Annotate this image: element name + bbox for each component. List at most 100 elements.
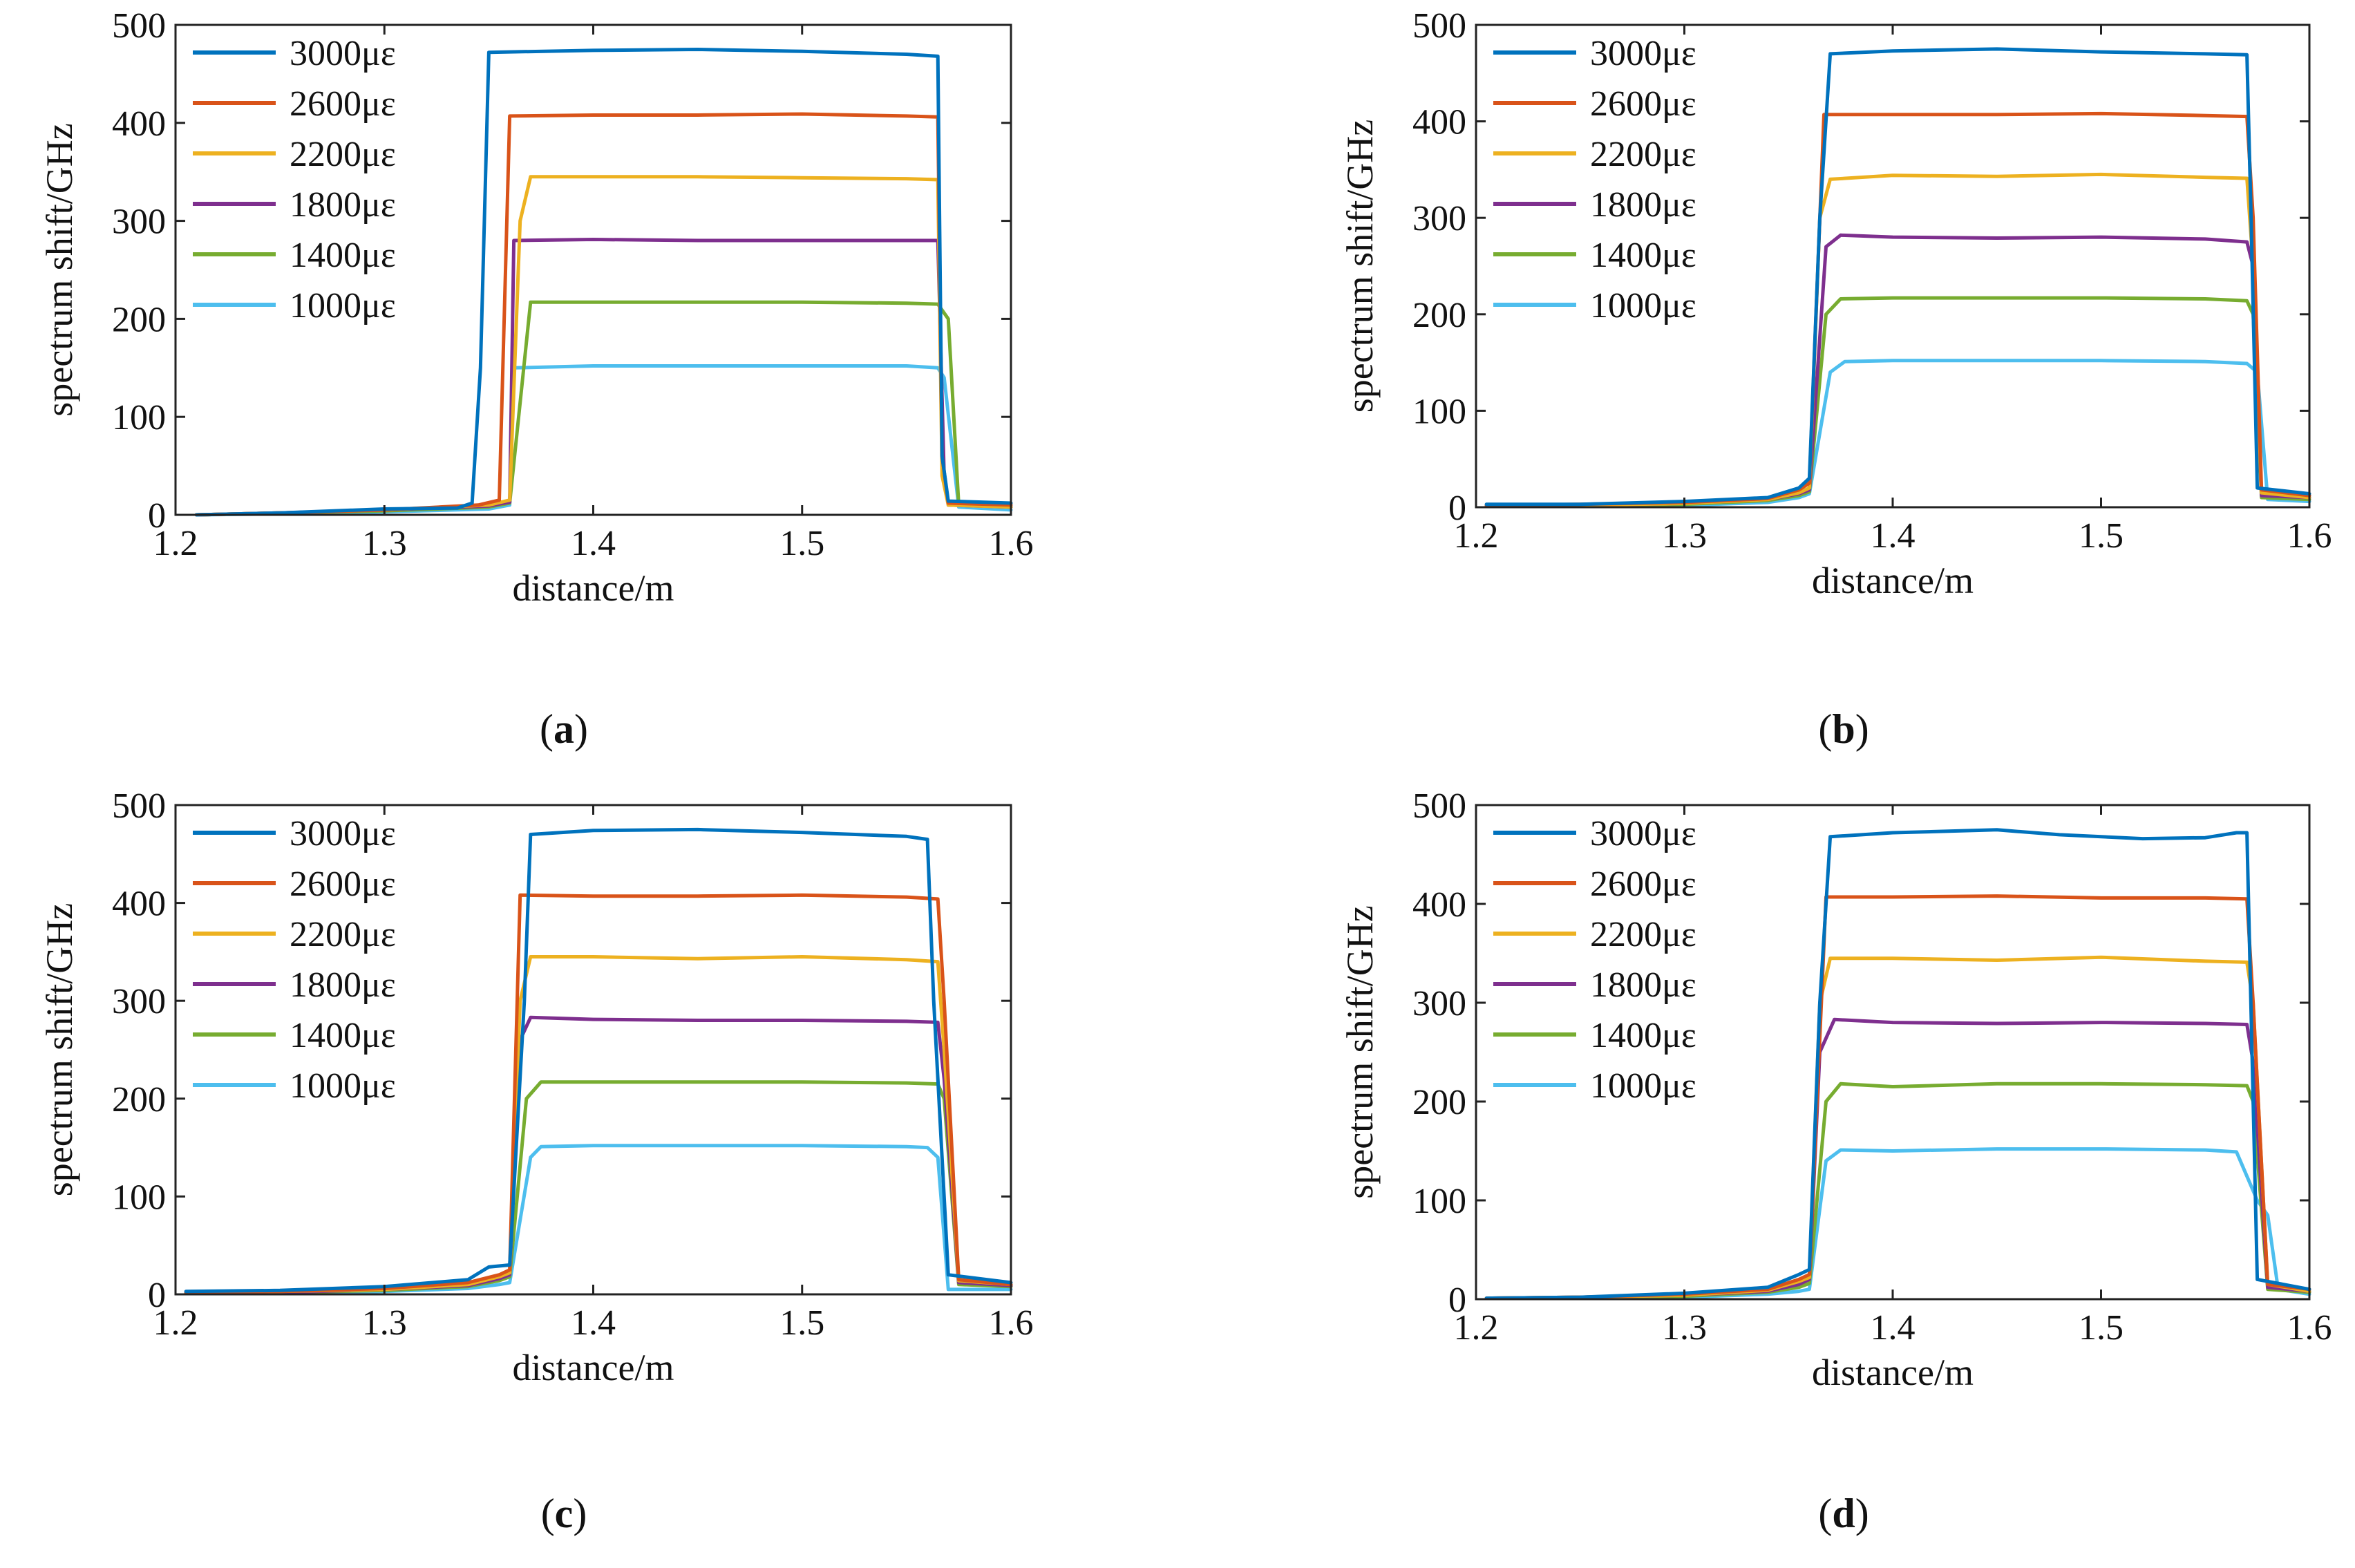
series-group — [194, 48, 1013, 517]
series-line-1800με — [1484, 1017, 2311, 1301]
y-tick-label: 400 — [112, 104, 166, 144]
caption-paren-open: ( — [1818, 706, 1832, 752]
x-axis-label: distance/m — [1812, 560, 1974, 601]
legend-label: 1800με — [290, 185, 396, 225]
series-group — [1484, 828, 2311, 1301]
x-tick-label: 1.3 — [362, 1303, 407, 1343]
chart-panel-c: 1.2 1.3 1.4 1.5 1.6 0 100 200 300 400 500 distance/… — [39, 786, 1034, 1536]
legend-label: 2200με — [290, 915, 396, 954]
y-tick-label: 300 — [112, 202, 166, 242]
legend-label: 3000με — [290, 34, 396, 73]
y-tick-label: 0 — [148, 1276, 166, 1315]
x-axis-label: distance/m — [1812, 1352, 1974, 1393]
caption-letter: c — [555, 1491, 574, 1536]
y-tick-label: 100 — [1412, 1182, 1466, 1221]
series-line-1800με — [194, 238, 1013, 517]
legend-label: 2600με — [1590, 865, 1696, 904]
legend-label: 1000με — [1590, 1066, 1696, 1106]
series-line-2200με — [194, 175, 1013, 517]
x-tick-label: 1.2 — [153, 1303, 198, 1343]
y-tick-label: 400 — [1412, 103, 1466, 142]
x-axis-label: distance/m — [513, 1347, 674, 1388]
x-tick-label: 1.4 — [1871, 516, 1916, 556]
series-line-1000με — [1484, 359, 2311, 509]
series-line-3000με — [184, 827, 1013, 1294]
legend-label: 1400με — [1590, 1016, 1696, 1055]
panel-caption: (d) — [1818, 1491, 1869, 1536]
legend-label: 1000με — [290, 1066, 396, 1106]
series-line-1400με — [184, 1080, 1013, 1296]
caption-paren-close: ) — [574, 706, 588, 752]
x-tick-label: 1.4 — [571, 1303, 616, 1343]
series-group — [184, 827, 1013, 1296]
y-tick-label: 200 — [1412, 296, 1466, 335]
legend: 3000με 2600με 2200με 1800με 1400με 1000με — [1493, 814, 1696, 1106]
series-line-1400με — [1484, 1081, 2311, 1301]
legend-label: 3000με — [290, 814, 396, 853]
series-line-1800με — [1484, 233, 2311, 507]
y-axis-label: spectrum shift/GHz — [39, 123, 80, 416]
x-tick-label: 1.5 — [779, 1303, 824, 1343]
x-tick-label: 1.2 — [153, 524, 198, 563]
legend-label: 2600με — [290, 865, 396, 904]
legend: 3000με 2600με 2200με 1800με 1400με 1000με — [193, 814, 396, 1106]
caption-paren-open: ( — [541, 1491, 555, 1536]
series-group — [1484, 47, 2311, 509]
y-tick-label: 0 — [1448, 489, 1466, 528]
series-line-1000με — [1484, 1147, 2311, 1301]
y-tick-label: 200 — [112, 1080, 166, 1120]
x-tick-label: 1.6 — [2287, 516, 2332, 556]
series-line-3000με — [1484, 828, 2311, 1301]
x-tick-label: 1.2 — [1454, 1308, 1499, 1348]
x-tick-label: 1.4 — [571, 524, 616, 563]
legend-label: 1400με — [290, 1016, 396, 1055]
legend-label: 1800με — [1590, 965, 1696, 1005]
x-tick-label: 1.6 — [989, 524, 1034, 563]
caption-letter: d — [1832, 1491, 1855, 1536]
y-tick-label: 300 — [1412, 984, 1466, 1023]
x-tick-label: 1.6 — [989, 1303, 1034, 1343]
caption-paren-close: ) — [1855, 1491, 1869, 1536]
y-tick-label: 100 — [112, 398, 166, 437]
series-line-1000με — [194, 364, 1013, 517]
y-tick-label: 400 — [1412, 885, 1466, 925]
legend-label: 1400με — [1590, 236, 1696, 275]
series-line-2600με — [184, 893, 1013, 1294]
legend-label: 1000με — [1590, 286, 1696, 325]
y-tick-label: 0 — [1448, 1281, 1466, 1320]
x-tick-label: 1.3 — [1662, 1308, 1707, 1348]
y-tick-label: 500 — [1412, 6, 1466, 46]
y-tick-label: 400 — [112, 885, 166, 924]
legend-label: 1000με — [290, 286, 396, 325]
caption-letter: a — [554, 706, 574, 752]
legend-label: 1800με — [1590, 185, 1696, 225]
y-axis-label: spectrum shift/GHz — [39, 903, 80, 1196]
panel-caption: (b) — [1818, 706, 1869, 752]
series-line-2200με — [1484, 955, 2311, 1301]
series-line-2200με — [184, 955, 1013, 1294]
x-tick-label: 1.3 — [1662, 516, 1707, 556]
x-tick-label: 1.3 — [362, 524, 407, 563]
x-tick-label: 1.5 — [2079, 1308, 2124, 1348]
series-line-3000με — [1484, 47, 2311, 507]
caption-paren-close: ) — [1855, 706, 1869, 752]
series-line-1400με — [194, 300, 1013, 517]
y-tick-label: 100 — [1412, 392, 1466, 431]
legend-label: 2200με — [1590, 135, 1696, 174]
panel-caption: (a) — [540, 706, 588, 752]
y-tick-label: 500 — [112, 786, 166, 826]
chart-panel-d: 1.2 1.3 1.4 1.5 1.6 0 100 200 300 400 500 distance/… — [1339, 786, 2332, 1536]
y-tick-label: 300 — [112, 982, 166, 1021]
y-tick-label: 200 — [1412, 1083, 1466, 1122]
y-axis-label: spectrum shift/GHz — [1339, 905, 1381, 1198]
x-tick-label: 1.5 — [779, 524, 824, 563]
y-tick-label: 500 — [112, 6, 166, 46]
x-tick-label: 1.4 — [1871, 1308, 1916, 1348]
series-line-1800με — [184, 1015, 1013, 1294]
chart-panel-b: 1.2 1.3 1.4 1.5 1.6 0 100 200 300 400 500 distance/… — [1339, 6, 2332, 752]
series-line-1000με — [184, 1144, 1013, 1296]
y-tick-label: 0 — [148, 496, 166, 536]
series-line-1400με — [1484, 296, 2311, 509]
x-tick-label: 1.5 — [2079, 516, 2124, 556]
